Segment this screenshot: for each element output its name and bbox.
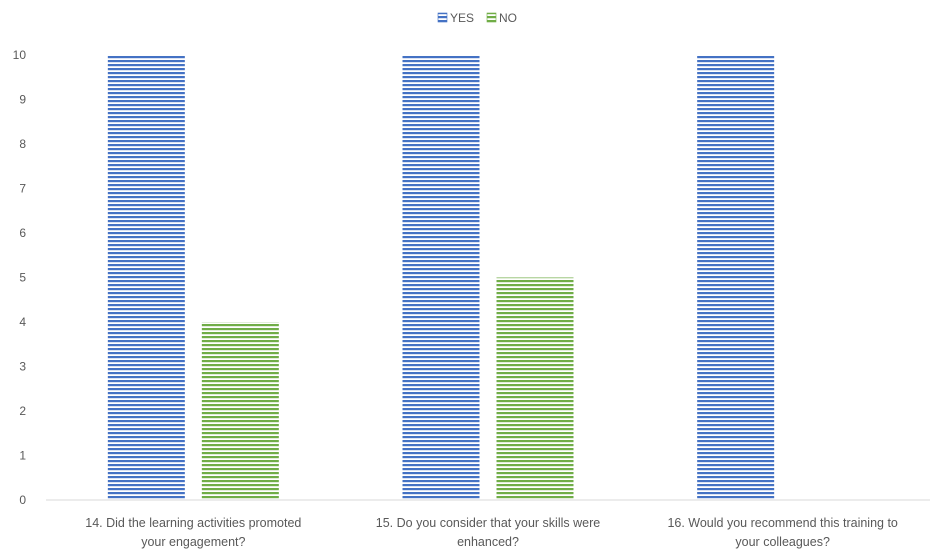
legend-swatch-no: [486, 12, 497, 23]
x-tick-label-line: enhanced?: [457, 535, 519, 549]
legend-swatch-yes: [437, 12, 448, 23]
legend-label-yes: YES: [450, 11, 474, 25]
x-tick-label: 15. Do you consider that your skills wer…: [376, 516, 600, 549]
y-axis: 0 1 2 3 4 5 6 7 8 9 10: [13, 48, 27, 507]
x-tick-label-line: your engagement?: [141, 535, 245, 549]
bar-yes-2: [402, 55, 480, 500]
legend-item-no: NO: [486, 11, 517, 25]
x-axis: 14. Did the learning activities promoted…: [85, 516, 898, 549]
y-tick-label: 8: [19, 137, 26, 151]
y-tick-label: 5: [19, 271, 26, 285]
legend-label-no: NO: [499, 11, 517, 25]
y-tick-label: 9: [19, 93, 26, 107]
bar-yes-1: [107, 55, 185, 500]
x-tick-label-line: 15. Do you consider that your skills wer…: [376, 516, 600, 530]
legend: YES NO: [437, 11, 517, 25]
bars: [107, 55, 775, 500]
y-tick-label: 1: [19, 449, 26, 463]
y-tick-label: 2: [19, 404, 26, 418]
x-tick-label: 16. Would you recommend this training to…: [667, 516, 897, 549]
y-tick-label: 4: [19, 315, 26, 329]
bar-yes-3: [697, 55, 775, 500]
y-tick-label: 7: [19, 182, 26, 196]
bar-no-2: [496, 277, 574, 500]
y-tick-label: 0: [19, 493, 26, 507]
y-tick-label: 10: [13, 48, 27, 62]
y-tick-label: 3: [19, 360, 26, 374]
x-tick-label: 14. Did the learning activities promoted…: [85, 516, 301, 549]
y-tick-label: 6: [19, 226, 26, 240]
legend-item-yes: YES: [437, 11, 474, 25]
bar-no-1: [201, 322, 279, 500]
x-tick-label-line: 14. Did the learning activities promoted: [85, 516, 301, 530]
x-tick-label-line: your colleagues?: [735, 535, 830, 549]
x-tick-label-line: 16. Would you recommend this training to: [667, 516, 897, 530]
